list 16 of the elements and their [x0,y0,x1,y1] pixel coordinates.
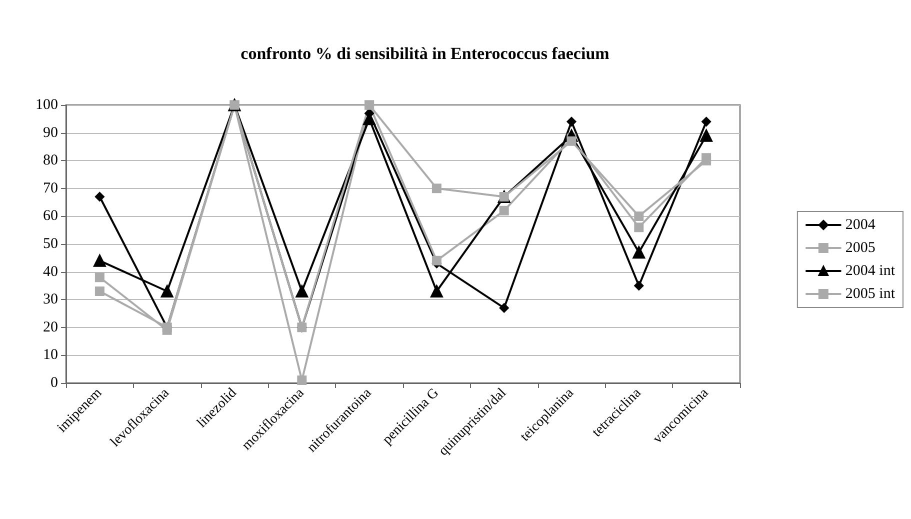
y-tick-label: 0 [50,375,58,391]
y-tick-label: 10 [43,347,58,364]
legend-label: 2004 [845,217,876,233]
y-tick-label: 40 [43,264,58,280]
y-tick-label: 90 [43,124,58,141]
y-tick-label: 60 [43,208,58,224]
y-tick-label: 70 [43,180,58,196]
legend-label: 2005 [845,240,876,256]
y-tick-label: 80 [43,152,58,169]
legend-label: 2004 int [845,263,896,279]
legend-label: 2005 int [845,286,896,302]
chart-title: confronto % di sensibilità in Enterococcus faecium [240,44,610,63]
y-tick-label: 30 [43,292,58,308]
y-tick-label: 100 [36,97,58,113]
y-tick-label: 20 [43,319,58,336]
y-tick-label: 50 [43,236,58,252]
